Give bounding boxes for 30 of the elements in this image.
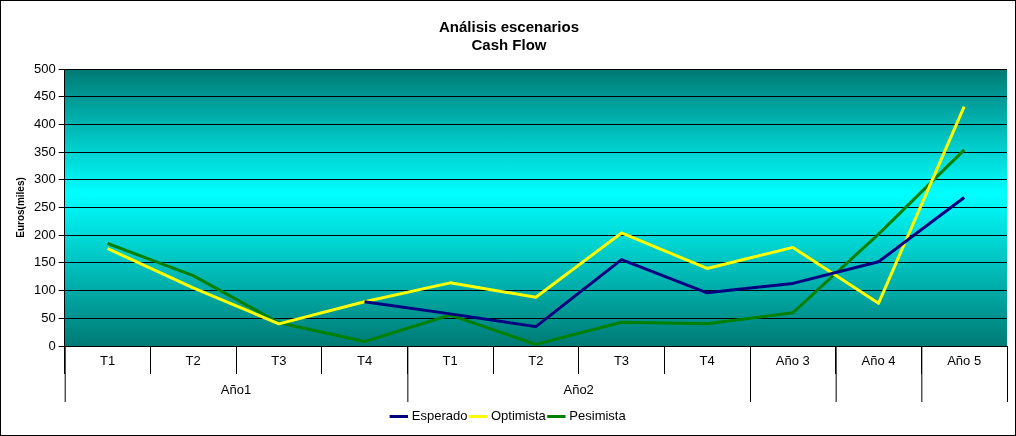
y-tick-label: 250 [33,199,56,215]
x-tick-label: T4 [356,353,373,369]
chart-subtitle: Cash Flow [471,36,547,54]
x-tick-label: T3 [613,353,630,369]
y-tick-label: 350 [33,143,56,159]
x-tick-label: T2 [528,353,544,369]
y-tick-label: 500 [33,60,56,76]
x-tick-label: Año 3 [775,353,810,369]
legend-label: Esperado [411,408,468,424]
x-tick-label: T1 [442,353,458,369]
legend-label: Pesimista [569,408,627,424]
legend-label: Optimista [490,408,547,424]
y-tick-label: 450 [33,88,56,104]
x-tick-label: T3 [271,353,287,369]
text: Año2 [563,381,594,397]
y-tick-label: 400 [33,115,56,131]
x-tick-label: Año 5 [947,353,982,369]
y-tick-label: 0 [48,337,56,353]
x-tick-label: T4 [699,353,715,369]
y-tick-label: 200 [33,226,56,242]
x-tick-label: Año 4 [861,353,896,369]
x-tick-label: T1 [99,353,116,369]
y-tick-label: 300 [33,171,56,187]
text: Año1 [220,381,252,397]
y-tick-label: 100 [33,282,56,298]
y-tick-label: 50 [41,309,56,325]
chart-title: Análisis escenarios [438,18,580,36]
y-axis-title: Euros(miles) [14,177,26,238]
y-tick-label: 150 [33,254,56,270]
x-tick-label: T2 [185,353,201,369]
